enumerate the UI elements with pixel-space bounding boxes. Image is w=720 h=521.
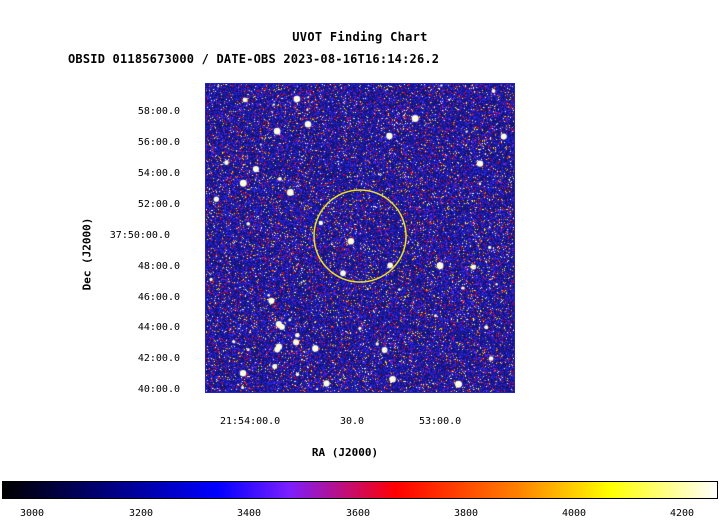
ytick: 46:00.0 <box>137 292 180 303</box>
target-circle <box>313 189 407 283</box>
colorbar-tick: 4000 <box>561 508 587 519</box>
overlay <box>313 189 407 283</box>
sky-image-canvas <box>206 84 514 392</box>
colorbar-tick: 3400 <box>236 508 262 519</box>
colorbar-tick: 3800 <box>453 508 479 519</box>
xtick: 53:00.0 <box>419 416 462 427</box>
y-axis-label: Dec (J2000) <box>80 217 94 291</box>
ytick: 52:00.0 <box>137 199 180 210</box>
colorbar-tick: 3600 <box>345 508 371 519</box>
ytick: 54:00.0 <box>137 168 180 179</box>
x-axis-label: RA (J2000) <box>311 446 379 459</box>
ytick: 44:00.0 <box>137 322 180 333</box>
chart-subtitle: OBSID 01185673000 / DATE-OBS 2023-08-16T… <box>68 52 440 66</box>
colorbar <box>2 481 718 499</box>
xtick: 30.0 <box>340 416 365 427</box>
colorbar-tick: 3000 <box>19 508 45 519</box>
ytick: 37:50:00.0 <box>109 230 170 241</box>
colorbar-tick: 4200 <box>669 508 695 519</box>
colorbar-tick: 3200 <box>128 508 154 519</box>
ytick: 48:00.0 <box>137 261 180 272</box>
chart-title: UVOT Finding Chart <box>292 30 428 44</box>
xtick: 21:54:00.0 <box>220 416 281 427</box>
ytick: 58:00.0 <box>137 106 180 117</box>
ytick: 42:00.0 <box>137 353 180 364</box>
ytick: 40:00.0 <box>137 384 180 395</box>
ytick: 56:00.0 <box>137 137 180 148</box>
sky-image[interactable] <box>205 83 515 393</box>
